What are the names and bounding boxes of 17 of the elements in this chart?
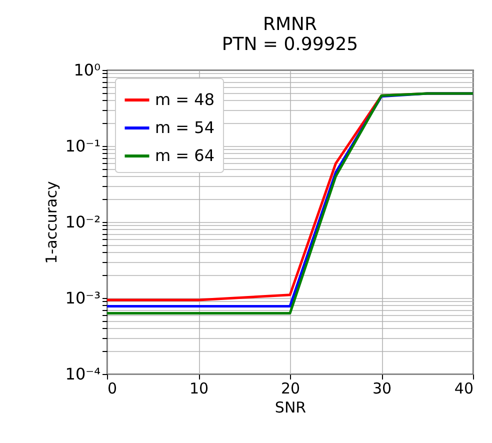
x-tick-label: 10 [189,380,209,398]
legend-label: m = 48 [155,90,215,109]
x-tick-label: 40 [454,380,474,398]
legend-label: m = 64 [155,146,215,165]
x-tick-label: 20 [280,380,300,398]
y-tick-label: 10⁻³ [65,288,100,308]
y-tick-label: 10⁻¹ [65,136,100,156]
y-tick-label: 10⁰ [74,60,100,80]
chart-subtitle: PTN = 0.99925 [222,34,358,55]
x-tick-label: 30 [372,380,392,398]
y-tick-label: 10⁻² [65,212,100,232]
chart-title: RMNR [262,14,318,35]
y-axis-title: 1-accuracy [42,181,60,264]
x-tick-label: 0 [108,380,118,398]
x-axis-title: SNR [274,398,306,416]
y-tick-label: 10⁻⁴ [65,364,100,384]
legend-label: m = 54 [155,118,215,137]
